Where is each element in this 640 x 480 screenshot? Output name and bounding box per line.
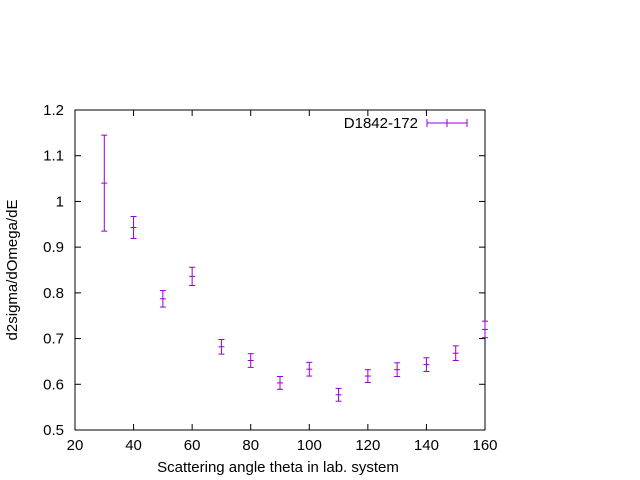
x-tick-label: 120 xyxy=(355,437,380,454)
legend: D1842-172 xyxy=(344,115,468,132)
x-tick-label: 140 xyxy=(414,437,439,454)
legend-sample xyxy=(426,119,468,127)
y-tick-label: 1 xyxy=(56,193,64,210)
data-point xyxy=(101,134,108,232)
y-axis-ticks: 0.5 0.6 0.7 0.8 0.9 1 1.1 1.2 xyxy=(43,102,485,439)
data-point xyxy=(189,266,196,287)
x-axis-label: Scattering angle theta in lab. system xyxy=(157,459,399,476)
data-point xyxy=(482,320,488,339)
plot-frame xyxy=(74,109,486,431)
y-tick-label: 0.9 xyxy=(43,239,64,256)
y-axis-label: d2sigma/dOmega/dE xyxy=(4,200,21,341)
x-axis-ticks: 20 40 60 80 100 120 140 160 xyxy=(67,110,498,454)
data-point xyxy=(394,362,401,378)
y-tick-label: 1.2 xyxy=(43,102,64,119)
data-point xyxy=(130,216,137,239)
y-tick-label: 1.1 xyxy=(43,148,64,165)
data-point xyxy=(247,353,254,368)
data-point xyxy=(335,387,342,402)
y-tick-label: 0.7 xyxy=(43,331,64,348)
plot-border xyxy=(74,109,486,431)
data-point xyxy=(423,357,430,372)
data-point xyxy=(218,338,225,355)
x-tick-label: 60 xyxy=(184,437,201,454)
legend-label: D1842-172 xyxy=(344,115,418,132)
data-point xyxy=(277,376,283,390)
data-point xyxy=(306,361,313,377)
x-tick-label: 80 xyxy=(242,437,259,454)
data-series xyxy=(101,134,488,402)
y-tick-label: 0.5 xyxy=(43,422,64,439)
data-point xyxy=(452,345,459,362)
y-tick-label: 0.8 xyxy=(43,285,64,302)
x-tick-label: 160 xyxy=(472,437,497,454)
data-point xyxy=(364,369,371,383)
data-point xyxy=(159,290,166,308)
x-tick-label: 40 xyxy=(125,437,142,454)
x-tick-label: 20 xyxy=(67,437,84,454)
x-tick-label: 100 xyxy=(297,437,322,454)
y-tick-label: 0.6 xyxy=(43,376,64,393)
